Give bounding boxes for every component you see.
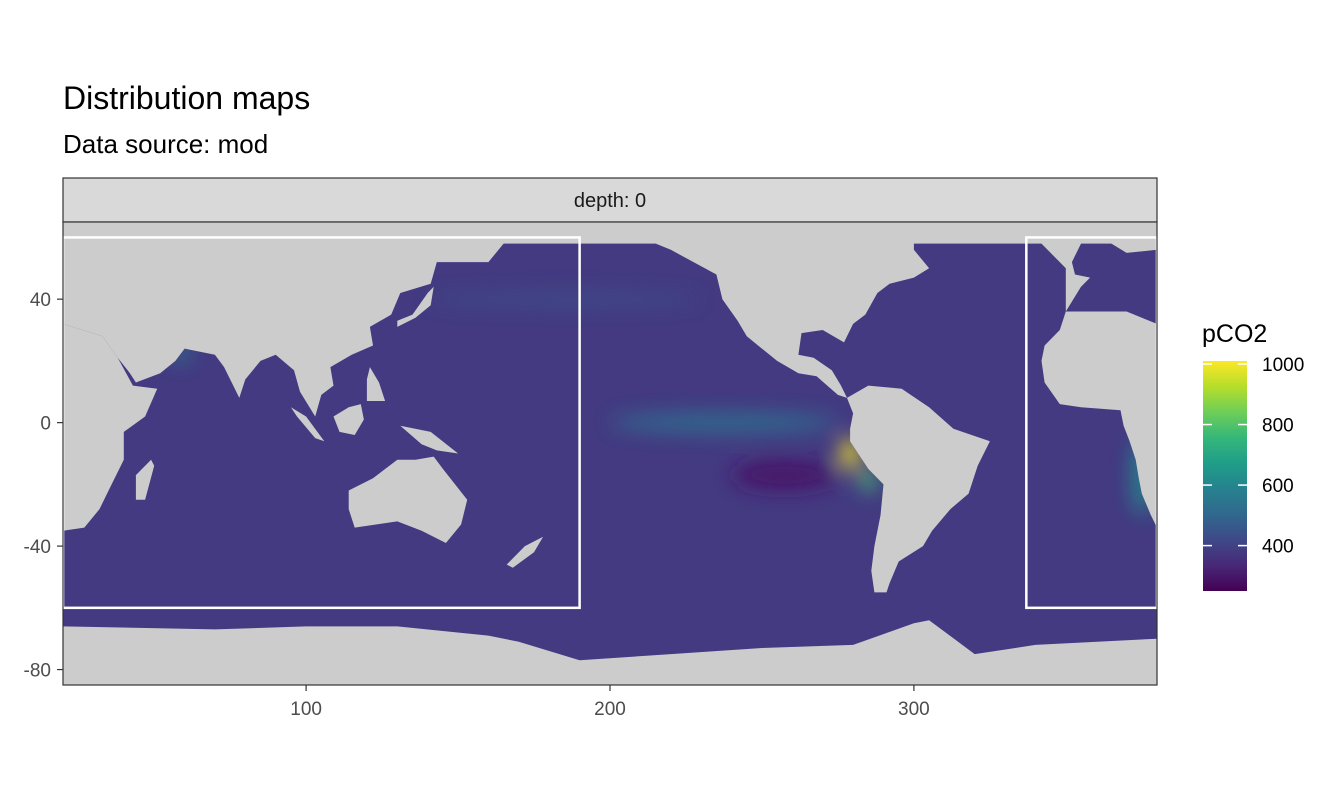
land-new-guinea bbox=[400, 425, 459, 454]
land-philippines bbox=[366, 367, 386, 401]
south-pacific-gyre-low bbox=[731, 459, 838, 491]
y-tick-label: -40 bbox=[24, 537, 51, 558]
land-sumatra bbox=[290, 407, 325, 442]
plot-subtitle: Data source: mod bbox=[63, 129, 269, 159]
chile-coastal-upwelling bbox=[859, 468, 878, 491]
plot-title: Distribution maps bbox=[63, 80, 311, 116]
land-north-africa-eurasia bbox=[63, 222, 550, 417]
land-europe-west bbox=[1035, 222, 1157, 312]
land-australia bbox=[348, 456, 468, 543]
land-borneo-indonesia bbox=[333, 404, 364, 435]
land-new-zealand bbox=[506, 536, 544, 568]
land-madagascar bbox=[135, 459, 155, 500]
x-tick-label: 200 bbox=[594, 699, 626, 720]
land-greenland bbox=[929, 222, 1006, 238]
x-tick-label: 300 bbox=[898, 699, 930, 720]
y-tick-label: 40 bbox=[30, 290, 51, 311]
x-axis: 100 200 300 bbox=[290, 685, 930, 720]
y-axis: 40 0 -40 -80 bbox=[24, 290, 63, 682]
land-west-africa bbox=[1035, 222, 1157, 528]
legend-tick-label: 600 bbox=[1262, 476, 1294, 497]
y-tick-label: -80 bbox=[24, 661, 51, 682]
equatorial-pacific-upwelling bbox=[610, 413, 838, 432]
colorbar bbox=[1203, 361, 1247, 591]
land-east-africa bbox=[63, 323, 158, 531]
north-pacific-band bbox=[427, 292, 702, 306]
legend-tick-label: 800 bbox=[1262, 416, 1294, 437]
map-panel bbox=[63, 222, 1157, 685]
region-box-1 bbox=[63, 236, 581, 610]
land-layer bbox=[63, 222, 1157, 685]
legend-tick-label: 1000 bbox=[1262, 355, 1304, 376]
land-south-america bbox=[847, 385, 990, 593]
legend-title: pCO2 bbox=[1202, 320, 1267, 348]
facet-label: depth: 0 bbox=[574, 190, 646, 212]
land-antarctica bbox=[63, 620, 1157, 685]
land-japan bbox=[397, 286, 434, 327]
x-tick-label: 100 bbox=[290, 699, 322, 720]
legend-tick-label: 400 bbox=[1262, 537, 1294, 558]
legend-ticks: 1000 800 600 400 bbox=[1203, 355, 1304, 558]
y-tick-label: 0 bbox=[40, 414, 51, 435]
land-north-america bbox=[579, 222, 930, 398]
